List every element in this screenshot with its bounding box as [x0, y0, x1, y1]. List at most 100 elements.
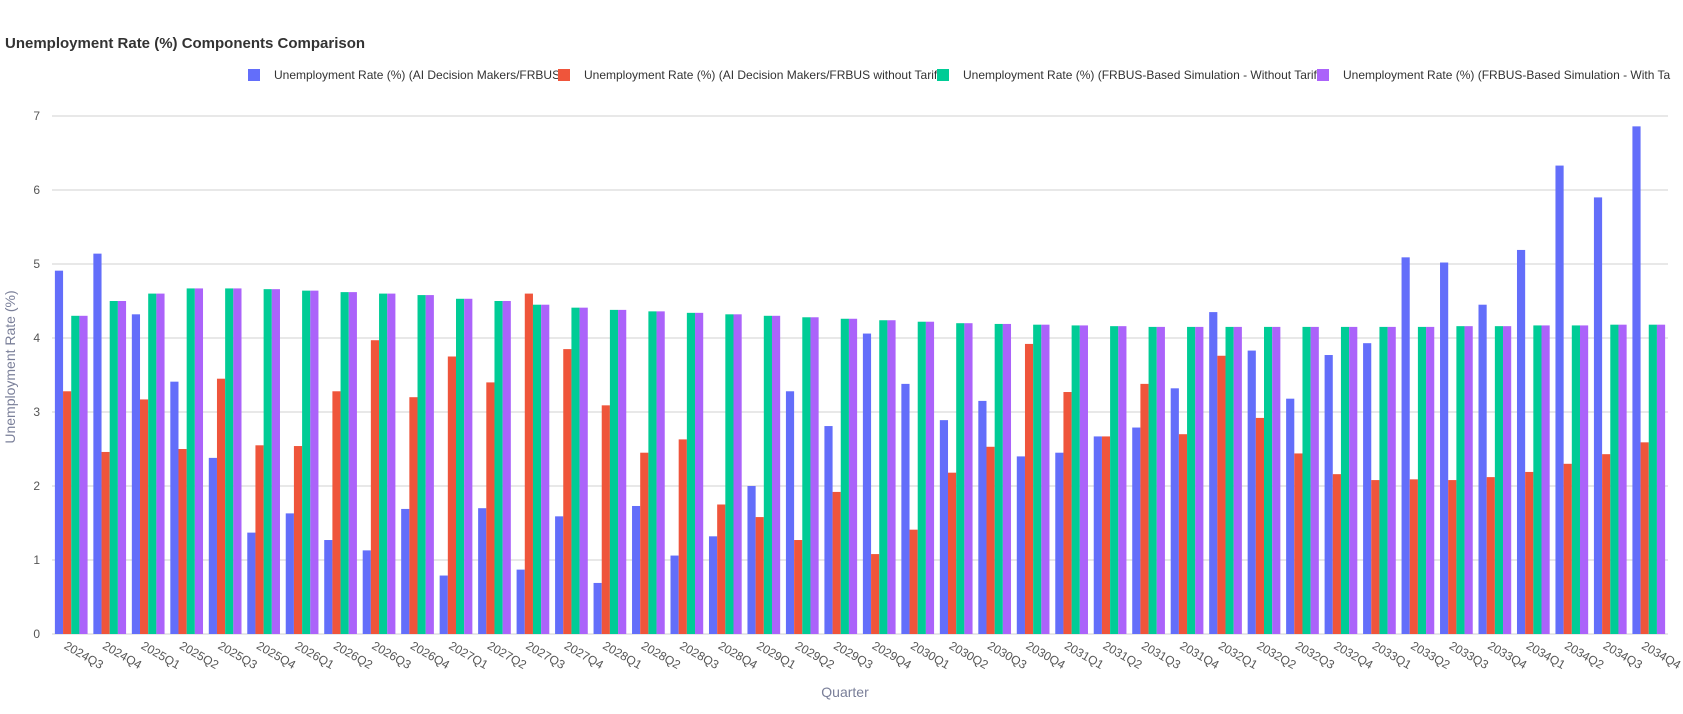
- bar[interactable]: [618, 309, 627, 634]
- bar[interactable]: [1486, 477, 1495, 634]
- bar[interactable]: [324, 540, 333, 634]
- bar[interactable]: [370, 340, 380, 634]
- bar[interactable]: [1610, 324, 1619, 634]
- legend-item-frbus-sim-with-tariff[interactable]: Unemployment Rate (%) (FRBUS-Based Simul…: [1317, 66, 1683, 84]
- bar[interactable]: [1464, 326, 1473, 634]
- bar[interactable]: [1033, 324, 1042, 634]
- bar[interactable]: [1156, 326, 1165, 634]
- bar[interactable]: [1101, 436, 1111, 634]
- bar[interactable]: [1002, 323, 1012, 634]
- bar[interactable]: [579, 307, 588, 634]
- bar[interactable]: [640, 452, 649, 634]
- bar[interactable]: [695, 312, 704, 634]
- bar[interactable]: [593, 582, 602, 634]
- bar[interactable]: [131, 314, 141, 634]
- bar[interactable]: [1440, 262, 1449, 634]
- bar[interactable]: [486, 382, 495, 634]
- bar[interactable]: [271, 289, 280, 634]
- bar[interactable]: [708, 536, 718, 634]
- bar[interactable]: [310, 290, 319, 634]
- bar[interactable]: [1209, 312, 1218, 634]
- bar[interactable]: [832, 491, 841, 634]
- bar[interactable]: [54, 270, 64, 634]
- bar[interactable]: [1371, 480, 1380, 634]
- bar[interactable]: [208, 457, 217, 634]
- bar[interactable]: [1110, 326, 1119, 634]
- bar[interactable]: [925, 321, 935, 634]
- bar[interactable]: [348, 292, 357, 634]
- bar[interactable]: [771, 315, 781, 634]
- bar[interactable]: [948, 472, 957, 634]
- bar[interactable]: [978, 400, 987, 634]
- bar[interactable]: [1093, 436, 1102, 634]
- bar[interactable]: [1255, 417, 1264, 634]
- bar[interactable]: [1170, 388, 1179, 634]
- bar[interactable]: [747, 486, 756, 634]
- bar[interactable]: [1041, 324, 1050, 634]
- bar[interactable]: [255, 445, 264, 634]
- bar[interactable]: [464, 298, 473, 634]
- bar[interactable]: [216, 378, 226, 634]
- bar[interactable]: [1024, 343, 1034, 634]
- bar[interactable]: [571, 307, 580, 634]
- bar[interactable]: [862, 333, 872, 634]
- legend-item-ai-frbus-without-tariff[interactable]: Unemployment Rate (%) (AI Decision Maker…: [558, 66, 943, 84]
- bar[interactable]: [1071, 325, 1080, 634]
- bar[interactable]: [1016, 456, 1025, 634]
- bar[interactable]: [79, 315, 88, 634]
- bar[interactable]: [810, 317, 819, 634]
- bar[interactable]: [956, 323, 965, 634]
- bar[interactable]: [1494, 326, 1504, 634]
- legend-item-ai-frbus[interactable]: Unemployment Rate (%) (AI Decision Maker…: [248, 66, 558, 84]
- bar[interactable]: [755, 517, 764, 634]
- bar[interactable]: [170, 381, 179, 634]
- bar[interactable]: [233, 288, 242, 634]
- bar[interactable]: [541, 304, 550, 634]
- bar[interactable]: [1118, 326, 1127, 634]
- bar[interactable]: [1555, 165, 1564, 634]
- bar[interactable]: [71, 315, 80, 634]
- bar[interactable]: [225, 288, 234, 634]
- bar[interactable]: [478, 508, 487, 634]
- bar[interactable]: [263, 289, 272, 634]
- bar[interactable]: [409, 397, 418, 634]
- bar[interactable]: [1632, 126, 1641, 635]
- bar[interactable]: [656, 311, 665, 634]
- bar[interactable]: [387, 293, 396, 634]
- bar[interactable]: [194, 288, 204, 634]
- bar[interactable]: [1525, 471, 1534, 634]
- bar[interactable]: [632, 505, 641, 634]
- bar[interactable]: [909, 529, 918, 634]
- bar[interactable]: [1148, 326, 1157, 634]
- bar[interactable]: [1079, 325, 1088, 634]
- bar[interactable]: [1055, 452, 1064, 634]
- bar[interactable]: [1656, 324, 1666, 634]
- bar[interactable]: [247, 532, 256, 634]
- bar[interactable]: [1503, 326, 1512, 634]
- bar[interactable]: [1349, 326, 1358, 634]
- bar[interactable]: [1225, 326, 1234, 634]
- bar[interactable]: [362, 550, 371, 634]
- bar[interactable]: [1387, 326, 1396, 634]
- bar[interactable]: [1340, 326, 1350, 634]
- bar[interactable]: [763, 315, 772, 634]
- bar[interactable]: [1063, 392, 1072, 634]
- bar[interactable]: [1363, 343, 1372, 634]
- bar[interactable]: [670, 555, 679, 634]
- bar[interactable]: [178, 449, 187, 634]
- bar[interactable]: [733, 314, 742, 634]
- bar[interactable]: [148, 293, 157, 634]
- bar[interactable]: [1417, 326, 1427, 634]
- bar[interactable]: [686, 312, 696, 634]
- bar[interactable]: [1132, 427, 1141, 634]
- bar[interactable]: [63, 391, 72, 634]
- bar[interactable]: [879, 320, 888, 634]
- bar[interactable]: [1409, 479, 1418, 634]
- bar[interactable]: [964, 323, 973, 634]
- bar[interactable]: [293, 446, 303, 634]
- bar[interactable]: [456, 298, 465, 634]
- bar[interactable]: [1593, 197, 1603, 634]
- bar[interactable]: [1178, 434, 1188, 634]
- bar[interactable]: [1533, 325, 1542, 634]
- bar[interactable]: [901, 383, 910, 634]
